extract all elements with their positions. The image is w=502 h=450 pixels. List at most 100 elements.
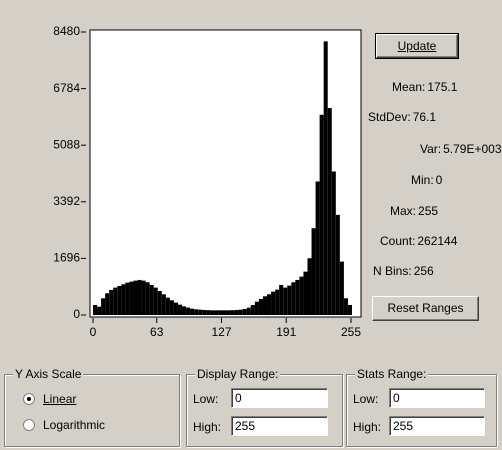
bar bbox=[218, 310, 223, 315]
stat-label: N Bins: bbox=[373, 264, 412, 278]
bar bbox=[186, 307, 191, 315]
stat-label: Max: bbox=[390, 204, 417, 218]
bar bbox=[145, 282, 150, 315]
bar bbox=[299, 276, 304, 315]
bar bbox=[230, 310, 235, 315]
y-tick-label: 5088 bbox=[53, 137, 80, 151]
bar bbox=[173, 302, 178, 315]
bar bbox=[210, 310, 215, 315]
stat-value: 262144 bbox=[417, 234, 458, 248]
bar bbox=[190, 308, 195, 315]
y-tick-label: 0 bbox=[73, 307, 80, 321]
input-value: 255 bbox=[235, 419, 256, 433]
x-tick-label: 63 bbox=[150, 325, 164, 339]
stat-label: Count: bbox=[380, 234, 416, 248]
stat-value: 255 bbox=[418, 204, 439, 218]
bar bbox=[275, 289, 280, 315]
stat-label: Min: bbox=[411, 173, 434, 187]
bar bbox=[105, 293, 110, 315]
input-value: 0 bbox=[393, 391, 400, 405]
bar bbox=[177, 304, 183, 315]
bar bbox=[254, 301, 259, 315]
display-range-group: Display Range: Low: 0 High: 255 bbox=[186, 367, 343, 447]
bar bbox=[101, 298, 106, 315]
bar bbox=[194, 309, 199, 315]
bar bbox=[97, 306, 102, 315]
bar bbox=[262, 296, 268, 315]
bar bbox=[153, 287, 158, 315]
stats-range-group: Stats Range: Low: 0 High: 255 bbox=[346, 367, 497, 447]
bar bbox=[182, 306, 187, 315]
update-label: Update bbox=[397, 39, 437, 53]
stat-row: Max: 255 bbox=[390, 204, 438, 218]
high-label: High: bbox=[193, 420, 222, 434]
stat-row: Count: 262144 bbox=[380, 234, 457, 248]
radio-label: Linear bbox=[43, 392, 77, 406]
bar bbox=[279, 284, 284, 315]
y-tick-label: 1696 bbox=[53, 251, 80, 265]
stat-row: Mean: 175.1 bbox=[392, 80, 457, 94]
bar bbox=[343, 298, 348, 315]
bar bbox=[271, 291, 276, 315]
bar bbox=[198, 309, 203, 315]
bar bbox=[121, 284, 126, 315]
reset-button[interactable]: Reset Ranges bbox=[372, 296, 479, 321]
bar bbox=[331, 171, 336, 315]
high-input[interactable]: 255 bbox=[389, 416, 485, 436]
stat-row: Min: 0 bbox=[411, 173, 442, 187]
bar bbox=[283, 287, 288, 315]
stat-row: N Bins: 256 bbox=[373, 264, 434, 278]
reset-label: Reset Ranges bbox=[387, 301, 464, 315]
bar bbox=[267, 294, 272, 315]
bar bbox=[291, 282, 296, 315]
high-input[interactable]: 255 bbox=[231, 416, 328, 436]
bar bbox=[109, 289, 114, 315]
bar bbox=[214, 310, 219, 315]
bar bbox=[323, 41, 328, 316]
bar bbox=[335, 214, 340, 315]
bar bbox=[169, 300, 174, 315]
y-tick-label: 3392 bbox=[53, 194, 80, 208]
bar bbox=[303, 271, 308, 315]
high-label: High: bbox=[353, 420, 382, 434]
bar bbox=[307, 258, 312, 315]
bar bbox=[242, 308, 247, 315]
radio-log[interactable] bbox=[23, 419, 35, 431]
low-input[interactable]: 0 bbox=[389, 388, 485, 408]
update-button[interactable]: Update bbox=[375, 33, 459, 59]
stat-label: Var: bbox=[420, 142, 442, 156]
y-tick-label: 6784 bbox=[53, 81, 80, 95]
bar bbox=[250, 304, 255, 315]
bar bbox=[327, 108, 332, 315]
bar bbox=[157, 290, 162, 315]
bar bbox=[129, 281, 134, 315]
group-title: Y Axis Scale bbox=[13, 367, 84, 381]
x-tick-label: 191 bbox=[276, 325, 296, 339]
radio-label: Logarithmic bbox=[43, 418, 106, 432]
stat-value: 5.79E+003 bbox=[443, 142, 502, 156]
bar bbox=[238, 309, 243, 315]
input-value: 0 bbox=[235, 391, 242, 405]
bar bbox=[202, 309, 207, 315]
low-label: Low: bbox=[353, 392, 379, 406]
bar bbox=[222, 310, 227, 315]
bar bbox=[246, 307, 251, 315]
bar bbox=[226, 310, 231, 315]
y-axis-scale-group: Y Axis Scale Linear Logarithmic bbox=[4, 367, 180, 447]
bar bbox=[311, 228, 316, 315]
x-tick-label: 0 bbox=[90, 325, 97, 339]
bar bbox=[315, 181, 320, 315]
bar bbox=[113, 287, 118, 315]
x-tick-label: 255 bbox=[341, 325, 361, 339]
radio-linear[interactable] bbox=[23, 393, 35, 405]
group-title: Stats Range: bbox=[355, 367, 429, 381]
bar bbox=[133, 280, 138, 315]
stat-row: StdDev: 76.1 bbox=[368, 110, 436, 124]
bar bbox=[161, 294, 166, 315]
bar bbox=[295, 279, 300, 315]
low-input[interactable]: 0 bbox=[231, 388, 328, 408]
bar bbox=[141, 280, 146, 315]
bar bbox=[165, 297, 170, 315]
